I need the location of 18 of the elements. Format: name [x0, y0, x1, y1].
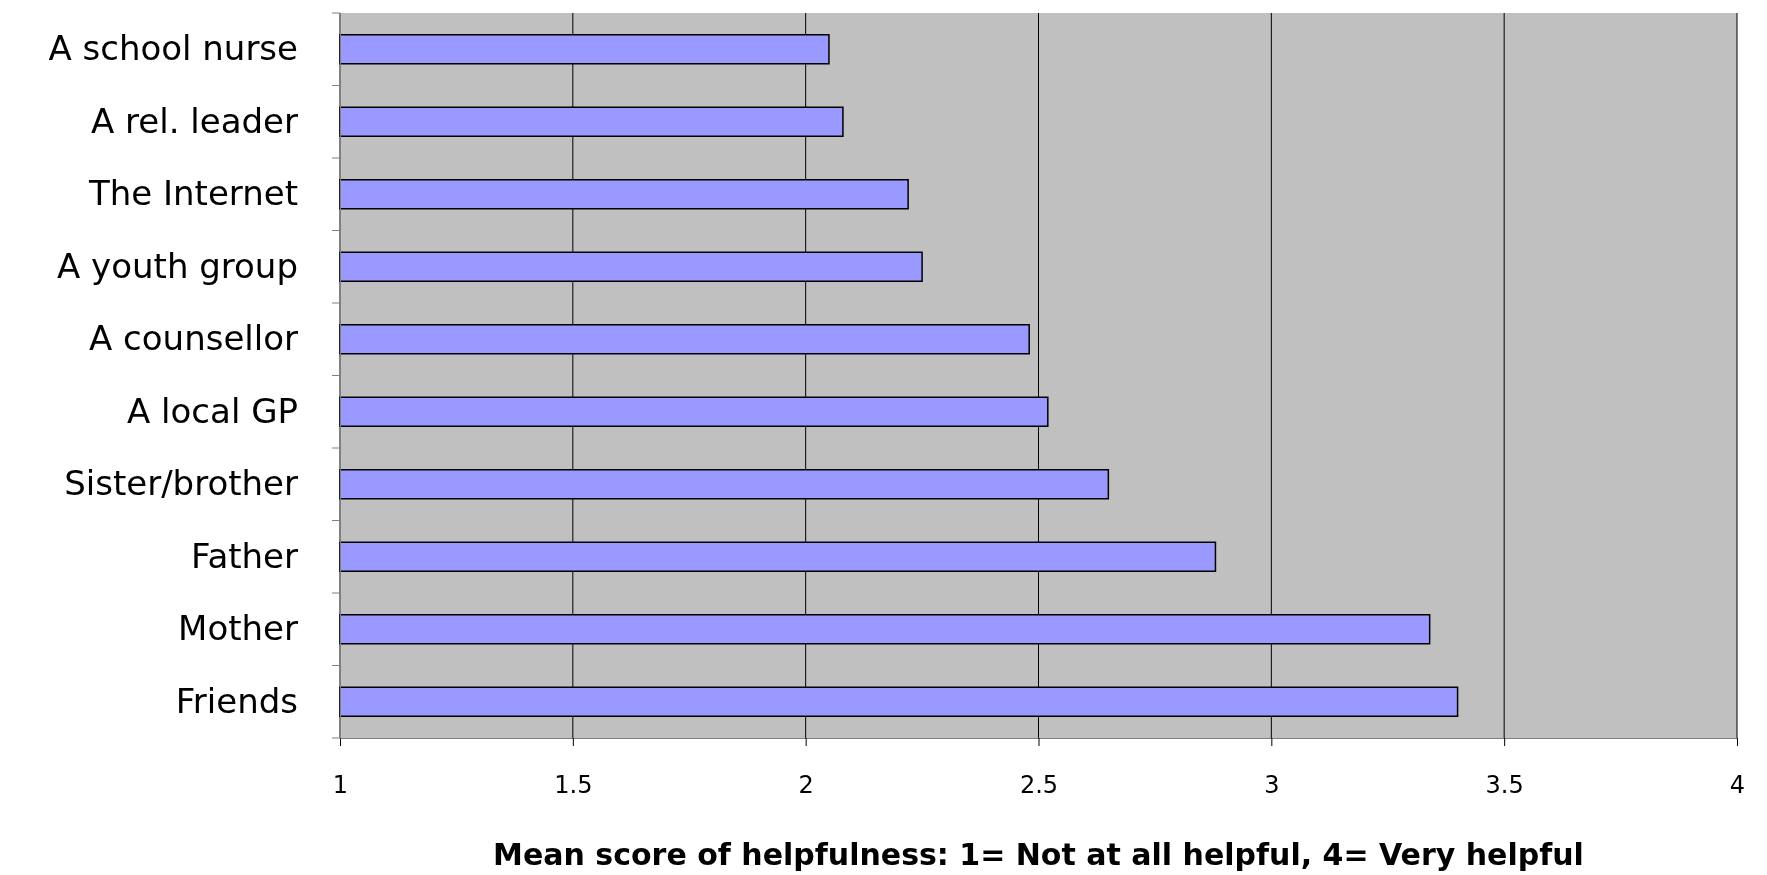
x-tick-label: 4	[1729, 771, 1746, 800]
x-axis-title: Mean score of helpfulness: 1= Not at all helpful, 4= Very helpful	[493, 837, 1584, 872]
y-tick-label: A local GP	[127, 390, 298, 431]
y-tick-label: Friends	[175, 680, 298, 721]
y-tick-label: A school nurse	[48, 28, 298, 69]
y-tick-label: A rel. leader	[91, 100, 299, 141]
x-tick-label: 2	[798, 771, 814, 800]
y-tick-label: Mother	[178, 608, 299, 649]
x-tick-label: 2.5	[1019, 771, 1059, 800]
y-tick-label: The Internet	[87, 173, 298, 214]
y-tick-label: Father	[190, 535, 299, 576]
x-tick-label: 3	[1264, 771, 1280, 800]
x-tick-label: 3.5	[1485, 771, 1524, 800]
x-tick-label: 1	[332, 771, 349, 800]
y-tick-label: A counsellor	[89, 318, 299, 359]
y-tick-label: A youth group	[57, 245, 298, 286]
x-tick-label: 1.5	[554, 771, 593, 800]
y-tick-label: Sister/brother	[64, 463, 299, 504]
